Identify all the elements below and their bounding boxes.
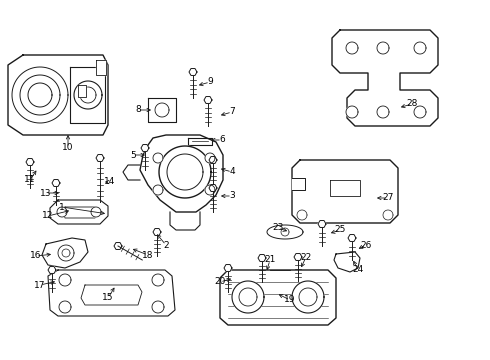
- Polygon shape: [50, 200, 108, 224]
- Polygon shape: [59, 301, 71, 313]
- Polygon shape: [189, 68, 197, 76]
- Polygon shape: [170, 212, 200, 230]
- Polygon shape: [123, 165, 140, 180]
- Polygon shape: [292, 281, 324, 313]
- Polygon shape: [159, 146, 211, 198]
- Text: 25: 25: [334, 225, 345, 234]
- Polygon shape: [224, 265, 232, 271]
- Polygon shape: [141, 144, 149, 152]
- Text: 13: 13: [40, 189, 52, 198]
- Polygon shape: [8, 55, 108, 135]
- Text: 9: 9: [207, 77, 213, 86]
- Text: 15: 15: [102, 293, 114, 302]
- Text: 4: 4: [229, 167, 235, 176]
- Text: 5: 5: [130, 150, 136, 159]
- Text: 26: 26: [360, 240, 372, 249]
- Polygon shape: [70, 67, 105, 123]
- Polygon shape: [294, 253, 302, 261]
- Polygon shape: [209, 157, 217, 163]
- Polygon shape: [318, 221, 326, 228]
- Polygon shape: [52, 180, 60, 186]
- Text: 24: 24: [352, 266, 364, 274]
- Text: 14: 14: [104, 177, 116, 186]
- Polygon shape: [152, 301, 164, 313]
- Polygon shape: [96, 154, 104, 162]
- Polygon shape: [292, 160, 398, 223]
- Polygon shape: [57, 207, 67, 217]
- Polygon shape: [414, 42, 426, 54]
- Text: 19: 19: [284, 296, 296, 305]
- Text: 12: 12: [42, 211, 54, 220]
- Text: 21: 21: [264, 256, 276, 265]
- Text: 28: 28: [406, 99, 417, 108]
- Text: 22: 22: [300, 252, 312, 261]
- Polygon shape: [48, 266, 56, 274]
- Polygon shape: [330, 180, 360, 196]
- Polygon shape: [78, 85, 86, 97]
- Polygon shape: [334, 252, 360, 272]
- Polygon shape: [267, 225, 303, 239]
- Text: 1: 1: [59, 202, 65, 211]
- Text: 23: 23: [272, 224, 284, 233]
- Polygon shape: [96, 60, 106, 75]
- Polygon shape: [152, 274, 164, 286]
- Polygon shape: [26, 158, 34, 166]
- Polygon shape: [153, 229, 161, 235]
- Polygon shape: [81, 285, 142, 305]
- Text: 6: 6: [219, 135, 225, 144]
- Polygon shape: [153, 185, 163, 195]
- Polygon shape: [346, 42, 358, 54]
- Polygon shape: [332, 30, 438, 126]
- Text: 3: 3: [229, 192, 235, 201]
- Polygon shape: [153, 153, 163, 163]
- Text: 10: 10: [62, 144, 74, 153]
- Polygon shape: [204, 96, 212, 103]
- Polygon shape: [209, 185, 217, 192]
- Polygon shape: [140, 135, 223, 212]
- Polygon shape: [297, 210, 307, 220]
- Text: 2: 2: [163, 240, 169, 249]
- Text: 18: 18: [142, 251, 154, 260]
- Text: 27: 27: [382, 194, 393, 202]
- Polygon shape: [414, 106, 426, 118]
- Text: 7: 7: [229, 108, 235, 117]
- Polygon shape: [348, 234, 356, 242]
- Polygon shape: [205, 185, 215, 195]
- Polygon shape: [58, 245, 74, 261]
- Polygon shape: [258, 255, 266, 261]
- Polygon shape: [48, 270, 175, 316]
- Polygon shape: [377, 42, 389, 54]
- Text: 20: 20: [214, 278, 226, 287]
- Text: 16: 16: [30, 252, 42, 261]
- Polygon shape: [91, 207, 101, 217]
- Polygon shape: [42, 238, 88, 268]
- Polygon shape: [148, 98, 176, 122]
- Polygon shape: [383, 210, 393, 220]
- Polygon shape: [114, 243, 122, 249]
- Polygon shape: [59, 274, 71, 286]
- Polygon shape: [220, 270, 336, 325]
- Polygon shape: [188, 138, 212, 145]
- Polygon shape: [205, 153, 215, 163]
- Text: 17: 17: [34, 280, 46, 289]
- Polygon shape: [232, 281, 264, 313]
- Text: 11: 11: [24, 175, 36, 184]
- Polygon shape: [346, 106, 358, 118]
- Text: 8: 8: [135, 105, 141, 114]
- Polygon shape: [377, 106, 389, 118]
- Polygon shape: [292, 178, 305, 190]
